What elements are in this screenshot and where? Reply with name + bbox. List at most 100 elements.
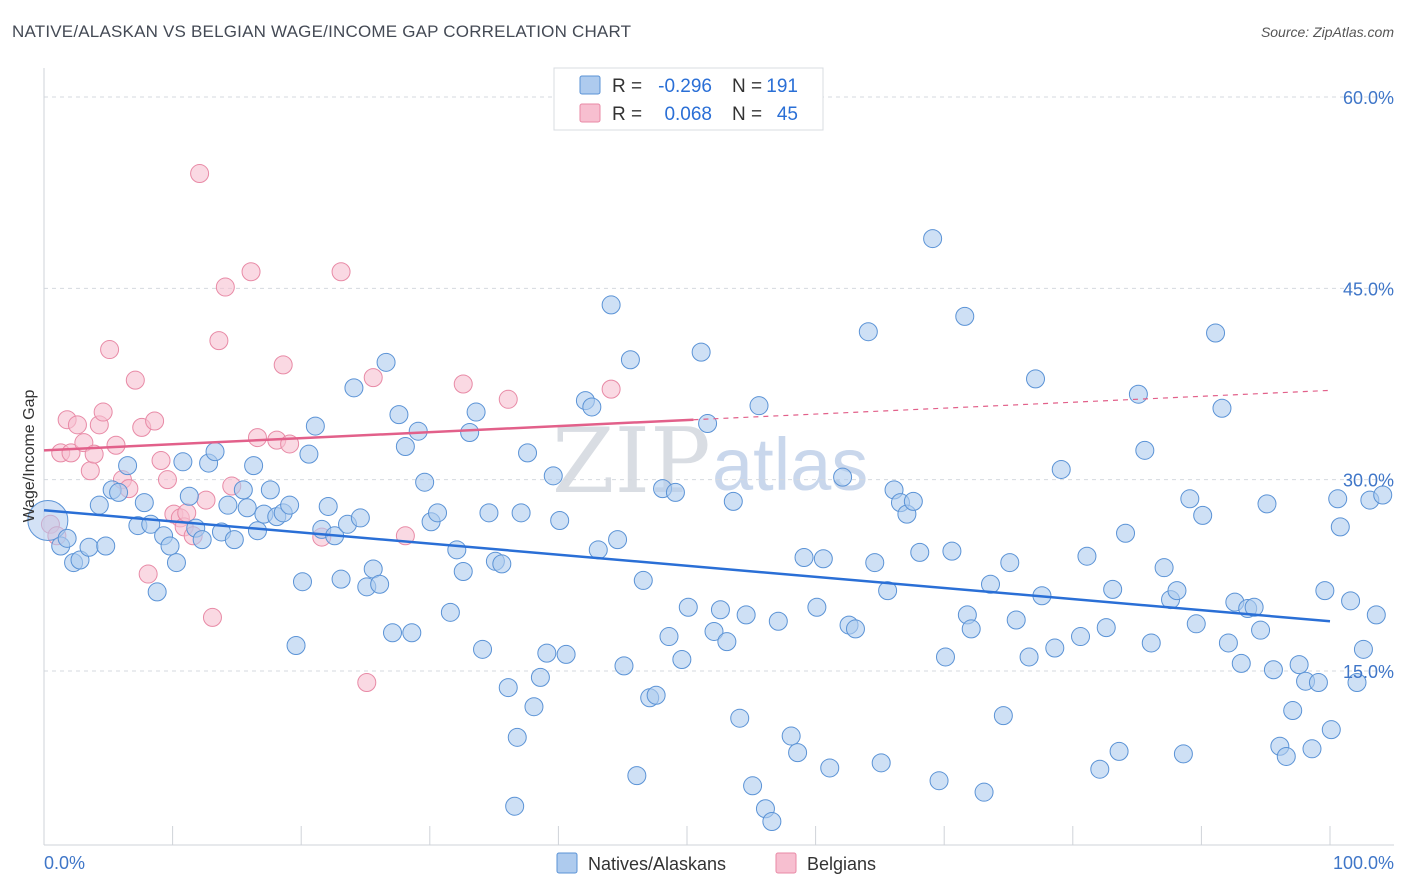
- native-point-82: [601, 295, 621, 315]
- native-point-176: [1308, 672, 1328, 692]
- native-point-27: [233, 480, 253, 500]
- native-point-53: [395, 437, 415, 457]
- native-point-167: [1251, 620, 1271, 640]
- native-point-25: [218, 495, 238, 515]
- native-point-106: [762, 812, 782, 832]
- gridlines: [44, 96, 1394, 672]
- native-point-80: [582, 397, 602, 417]
- native-point-26: [224, 530, 244, 550]
- native-point-124: [903, 491, 923, 511]
- native-point-175: [1302, 739, 1322, 759]
- y-tick-label-15: 15.0%: [1343, 662, 1394, 682]
- watermark-atlas: atlas: [712, 423, 868, 506]
- series-natives-points: [27, 229, 1393, 832]
- native-point-65: [479, 503, 499, 523]
- native-point-179: [1328, 489, 1348, 509]
- native-point-75: [537, 643, 557, 663]
- native-point-173: [1289, 655, 1309, 675]
- belgian-point-11: [100, 340, 120, 360]
- legend-r-value-belgians: 0.068: [664, 104, 712, 125]
- native-point-168: [1257, 494, 1277, 514]
- native-point-35: [280, 495, 300, 515]
- native-point-87: [633, 570, 653, 590]
- belgian-point-8: [84, 444, 104, 464]
- native-point-156: [1173, 744, 1193, 764]
- native-point-180: [1330, 517, 1350, 537]
- native-point-132: [961, 619, 981, 639]
- native-point-77: [550, 510, 570, 530]
- native-point-137: [1006, 610, 1026, 630]
- bottom-legend-label-belgians: Belgians: [807, 854, 876, 874]
- native-point-177: [1315, 581, 1335, 601]
- legend-r-label-natives: R =: [612, 76, 642, 97]
- native-point-130: [955, 306, 975, 326]
- native-point-157: [1180, 489, 1200, 509]
- native-point-143: [1071, 627, 1091, 647]
- native-point-89: [646, 685, 666, 705]
- native-point-164: [1231, 653, 1251, 673]
- native-point-60: [447, 540, 467, 560]
- native-point-136: [1000, 553, 1020, 573]
- native-point-127: [929, 771, 949, 791]
- trend-line-natives: [43, 509, 1331, 623]
- native-point-186: [1373, 485, 1393, 505]
- native-point-74: [530, 667, 550, 687]
- axes: [43, 68, 1394, 846]
- native-point-51: [383, 623, 403, 643]
- native-point-43: [331, 569, 351, 589]
- native-point-6: [89, 495, 109, 515]
- native-point-36: [286, 635, 306, 655]
- native-point-71: [511, 503, 531, 523]
- native-point-50: [376, 352, 396, 372]
- trend-lines: [43, 389, 1331, 623]
- native-point-149: [1116, 523, 1136, 543]
- native-point-68: [498, 678, 518, 698]
- native-point-111: [807, 597, 827, 617]
- native-point-69: [505, 796, 525, 816]
- native-point-72: [518, 443, 538, 463]
- native-point-41: [318, 496, 338, 516]
- belgian-point-17: [138, 564, 158, 584]
- belgian-point-10: [93, 402, 113, 422]
- belgian-point-15: [125, 370, 145, 390]
- native-point-5: [79, 537, 99, 557]
- native-point-139: [1026, 369, 1046, 389]
- native-point-93: [672, 650, 692, 670]
- native-point-144: [1077, 546, 1097, 566]
- native-point-97: [704, 621, 724, 641]
- legend-swatch-natives: [579, 75, 601, 95]
- native-point-161: [1212, 398, 1232, 418]
- legend-r-value-natives: -0.296: [658, 76, 712, 97]
- native-point-162: [1218, 633, 1238, 653]
- belgian-point-40: [363, 368, 383, 388]
- native-point-94: [678, 597, 698, 617]
- belgian-point-44: [601, 379, 621, 399]
- bottom-legend-label-natives: Natives/Alaskans: [588, 854, 726, 874]
- trend-line-belgians-extension: [693, 389, 1331, 421]
- native-point-52: [389, 405, 409, 425]
- native-point-84: [614, 656, 634, 676]
- native-point-37: [292, 572, 312, 592]
- native-point-28: [237, 498, 257, 518]
- native-point-96: [698, 414, 718, 434]
- legend-n-value-belgians: 45: [777, 104, 798, 125]
- native-point-95: [691, 342, 711, 362]
- native-point-70: [507, 727, 527, 747]
- native-point-185: [1366, 605, 1386, 625]
- native-point-10: [118, 456, 138, 476]
- native-point-54: [402, 623, 422, 643]
- watermark-zip: ZIP: [552, 409, 711, 514]
- belgian-point-30: [215, 277, 235, 297]
- native-point-83: [608, 530, 628, 550]
- native-point-169: [1263, 660, 1283, 680]
- native-point-125: [910, 542, 930, 562]
- native-point-135: [993, 706, 1013, 726]
- native-point-152: [1141, 633, 1161, 653]
- belgian-point-26: [190, 164, 210, 184]
- y-axis-label: Wage/Income Gap: [21, 390, 38, 523]
- native-point-113: [820, 758, 840, 778]
- native-point-38: [299, 444, 319, 464]
- native-point-158: [1186, 614, 1206, 634]
- native-point-181: [1341, 591, 1361, 611]
- native-point-150: [1128, 384, 1148, 404]
